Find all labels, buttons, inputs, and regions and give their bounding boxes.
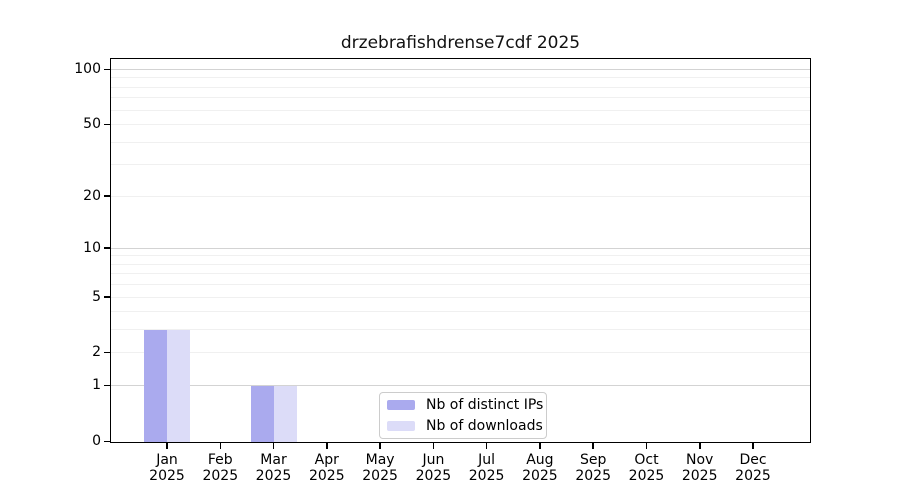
y-gridline-minor	[111, 296, 810, 298]
y-tick-mark	[104, 123, 110, 126]
x-tick-mark	[219, 443, 221, 449]
legend-label-downloads: Nb of downloads	[426, 417, 543, 434]
legend-label-distinct-ips: Nb of distinct IPs	[426, 396, 544, 413]
x-tick-mark	[326, 443, 328, 449]
y-gridline-minor	[111, 86, 810, 88]
y-gridline-minor	[111, 255, 810, 257]
x-tick-label: Dec 2025	[735, 452, 771, 484]
x-tick-month: Mar	[260, 452, 287, 468]
x-tick-mark	[645, 443, 648, 449]
y-tick-label: 2	[92, 344, 101, 361]
y-gridline-major	[111, 247, 810, 249]
y-tick-mark	[104, 440, 110, 442]
y-gridline-minor	[111, 195, 810, 197]
y-gridline-major	[111, 385, 810, 387]
legend-item-distinct-ips: Nb of distinct IPs	[387, 396, 546, 415]
x-tick-month: Feb	[207, 452, 233, 468]
y-tick-mark	[104, 68, 110, 70]
bar-downloads-jan	[167, 330, 190, 442]
bar-distinct-ips-jan	[144, 330, 167, 442]
x-tick-year: 2025	[522, 468, 558, 484]
y-gridline-minor	[111, 273, 810, 275]
x-tick-label: Apr 2025	[309, 452, 345, 484]
legend: Nb of distinct IPs Nb of downloads	[379, 392, 547, 439]
y-gridline-minor	[111, 141, 810, 143]
chart-title: drzebrafishdrense7cdf 2025	[340, 33, 581, 53]
y-gridline-minor	[111, 164, 810, 166]
y-gridline-minor	[111, 352, 810, 354]
legend-swatch-downloads	[387, 421, 415, 431]
x-tick-month: May	[365, 452, 395, 468]
y-tick-label: 0	[92, 433, 101, 449]
x-tick-year: 2025	[575, 468, 612, 484]
y-gridline-minor	[111, 329, 810, 331]
x-tick-mark	[485, 443, 488, 449]
x-tick-month: Sep	[579, 452, 607, 468]
y-tick-label: 50	[83, 116, 101, 133]
y-gridline-minor	[111, 109, 810, 111]
x-tick-mark	[166, 443, 168, 449]
x-tick-month: Apr	[314, 452, 339, 468]
bar-distinct-ips-mar	[250, 386, 274, 442]
y-gridline-minor	[111, 284, 810, 286]
y-tick-label: 1	[92, 377, 101, 394]
x-tick-year: 2025	[468, 468, 505, 484]
y-tick-mark	[104, 296, 110, 298]
y-tick-mark	[104, 384, 110, 387]
x-tick-year: 2025	[415, 468, 452, 484]
x-tick-label: Aug 2025	[522, 452, 558, 484]
x-tick-mark	[539, 443, 541, 449]
x-tick-label: May 2025	[362, 452, 398, 484]
x-tick-year: 2025	[308, 468, 345, 484]
x-tick-month: Oct	[634, 452, 659, 468]
x-tick-label: Feb 2025	[202, 452, 238, 484]
bar-downloads-mar	[273, 386, 297, 442]
y-tick-label: 100	[74, 61, 101, 77]
x-tick-label: Oct 2025	[629, 452, 665, 484]
y-gridline-minor	[111, 263, 810, 265]
x-tick-label: Jun 2025	[416, 452, 452, 484]
x-tick-label: Jan 2025	[149, 452, 185, 484]
x-tick-label: Jul 2025	[469, 452, 505, 484]
x-tick-month: Jun	[422, 452, 445, 468]
y-gridline-minor	[111, 97, 810, 99]
x-tick-year: 2025	[628, 468, 665, 484]
x-tick-mark	[592, 443, 594, 449]
y-tick-mark	[104, 247, 110, 249]
y-gridline-minor	[111, 311, 810, 313]
x-tick-year: 2025	[735, 468, 771, 484]
x-tick-mark	[752, 443, 754, 449]
x-tick-month: Dec	[739, 452, 767, 468]
plot-area: 0 1 2 5 10 20 50 100 Jan 2025 Feb 2025 Mar 2025 Apr 202…	[74, 58, 811, 484]
x-tick-month: Jan	[156, 452, 178, 468]
y-gridline-minor	[111, 124, 810, 126]
x-tick-year: 2025	[255, 468, 292, 484]
x-tick-month: Aug	[526, 452, 554, 468]
y-tick-label: 5	[92, 288, 101, 305]
x-tick-label: Sep 2025	[575, 452, 611, 484]
x-tick-year: 2025	[149, 468, 185, 484]
x-tick-month: Jul	[478, 452, 496, 468]
x-tick-year: 2025	[202, 468, 239, 484]
y-gridline-minor	[111, 77, 810, 79]
x-tick-mark	[432, 443, 435, 449]
legend-item-downloads: Nb of downloads	[387, 417, 546, 436]
x-tick-mark	[379, 443, 381, 449]
x-tick-year: 2025	[681, 468, 718, 484]
y-tick-label: 10	[83, 239, 101, 256]
legend-swatch-distinct-ips	[387, 400, 415, 410]
y-tick-mark	[104, 195, 110, 197]
x-tick-month: Nov	[686, 452, 714, 468]
x-tick-label: Nov 2025	[682, 452, 718, 484]
x-tick-year: 2025	[362, 468, 398, 484]
x-tick-label: Mar 2025	[256, 452, 292, 484]
x-tick-mark	[272, 443, 275, 449]
x-tick-mark	[699, 443, 701, 449]
y-tick-label: 20	[83, 187, 101, 204]
y-tick-mark	[104, 351, 110, 354]
y-gridline-major	[111, 69, 810, 70]
